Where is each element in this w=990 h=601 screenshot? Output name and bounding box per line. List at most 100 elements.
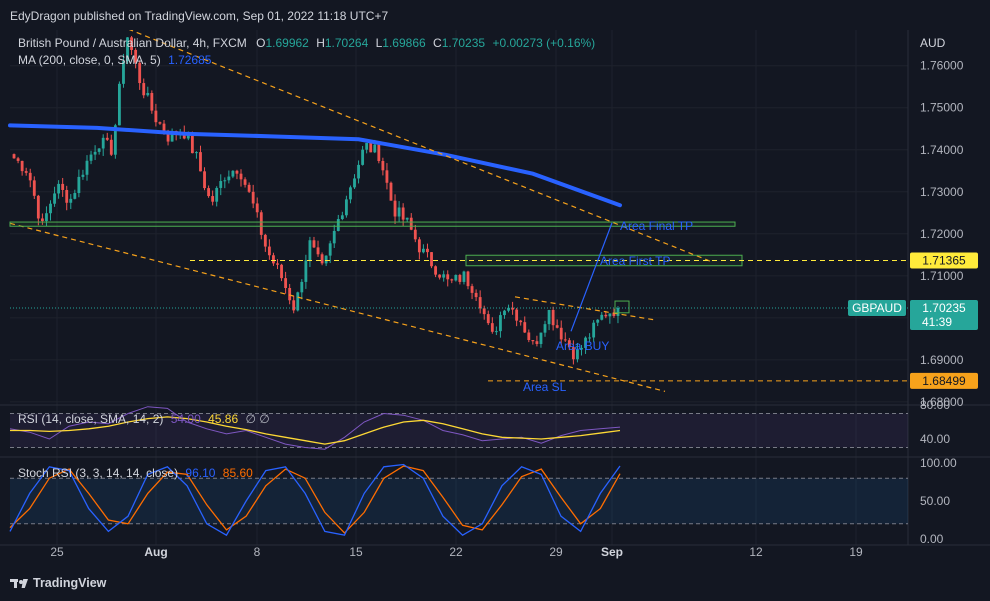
stoch-label: Stoch RSI (3, 3, 14, 14, close) — [18, 466, 179, 480]
candle-body-22 — [101, 137, 105, 149]
candle-body-32 — [142, 83, 146, 96]
price-tick-8: 1.68000 — [920, 395, 964, 409]
candle-body-79 — [332, 230, 336, 244]
high-label: H — [316, 36, 325, 50]
candle-body-139 — [576, 349, 579, 360]
tv-brand-text: TradingView — [33, 576, 107, 590]
sl-label: Area SL — [523, 380, 567, 394]
low-value: 1.69866 — [382, 36, 426, 50]
symbol-badge-bg — [848, 299, 906, 316]
candle-body-31 — [138, 62, 142, 84]
candle-body-133 — [551, 309, 555, 326]
price-tick-3: 1.73000 — [920, 185, 964, 199]
high-value: 1.70264 — [324, 36, 369, 50]
stoch-band-background — [10, 477, 908, 525]
sl-badge-bg — [910, 372, 978, 389]
rsi-tick-1: 40.00 — [920, 432, 950, 446]
price-tick-5: 1.71000 — [920, 269, 964, 283]
candle-body-36 — [158, 122, 162, 124]
time-tick-8: 19 — [849, 545, 863, 559]
first-tp-label: Area First TP — [600, 254, 670, 268]
candle-body-29 — [130, 37, 133, 50]
stoch-legend[interactable]: Stoch RSI (3, 3, 14, 14, close) 96.10 85… — [18, 466, 253, 480]
change-value: +0.00273 (+0.16%) — [492, 36, 596, 50]
trendline-upper — [119, 25, 711, 262]
candle-body-17 — [81, 174, 85, 177]
candle-body-46 — [199, 152, 202, 172]
price-tick-4: 1.72000 — [920, 227, 964, 241]
candle-body-47 — [203, 171, 206, 189]
final-tp-label: Area Final TP — [620, 219, 693, 233]
candle-body-91 — [381, 160, 385, 171]
candlesticks — [12, 35, 620, 365]
candle-body-57 — [243, 179, 247, 185]
candle-body-78 — [328, 243, 332, 256]
countdown-text: 41:39 — [922, 315, 952, 329]
price-axis[interactable]: 1.76000 1.75000 1.74000 1.73000 1.72000 1.710… — [920, 59, 964, 546]
candle-body-59 — [251, 191, 255, 204]
rsi-legend[interactable]: RSI (14, close, SMA, 14, 2) 54.00 45.86 … — [18, 412, 270, 426]
candle-body-33 — [146, 92, 150, 96]
candle-body-72 — [304, 260, 308, 282]
candle-body-53 — [227, 176, 231, 181]
candle-body-111 — [462, 271, 466, 282]
candle-body-70 — [296, 292, 300, 311]
candle-body-140 — [580, 347, 583, 350]
time-tick-7: 12 — [749, 545, 763, 559]
buy-label: Area BUY — [556, 339, 609, 353]
candle-body-104 — [434, 266, 437, 275]
candle-body-103 — [430, 252, 433, 267]
candle-body-3 — [24, 171, 28, 173]
candle-body-11 — [57, 183, 61, 194]
candle-body-24 — [109, 139, 113, 155]
candle-body-138 — [571, 347, 575, 360]
candle-body-30 — [134, 49, 138, 63]
candle-body-129 — [535, 341, 539, 344]
candle-body-112 — [466, 271, 470, 287]
candle-body-2 — [20, 160, 24, 172]
ma200-line — [8, 123, 622, 208]
candle-body-6 — [36, 195, 40, 219]
ma-legend[interactable]: MA (200, close, 0, SMA, 5) 1.72685 — [18, 53, 211, 67]
candle-body-45 — [195, 152, 198, 154]
close-label: C — [433, 36, 442, 50]
candle-body-0 — [12, 154, 16, 159]
candle-body-49 — [211, 196, 215, 202]
rsi-value: 54.00 — [170, 412, 201, 426]
currency-label: AUD — [920, 36, 946, 50]
candle-body-61 — [259, 212, 263, 235]
rsi-band-background — [10, 413, 908, 448]
ma200-line-group — [8, 123, 622, 208]
first-tp-badge-text: 1.71365 — [922, 253, 966, 267]
candle-body-64 — [272, 255, 275, 264]
stoch-lines — [9, 463, 621, 537]
candle-body-88 — [369, 142, 373, 153]
time-tick-6: Sep — [601, 545, 623, 559]
candle-body-116 — [482, 308, 486, 315]
candle-body-148 — [612, 313, 616, 316]
candle-body-137 — [567, 340, 571, 348]
stoch-tick-1: 50.00 — [920, 494, 950, 508]
symbol-legend[interactable]: British Pound / Australian Dollar, 4h, F… — [18, 36, 595, 50]
time-axis[interactable]: 25 Aug 8 15 22 29 Sep 12 19 — [50, 545, 863, 559]
candle-body-92 — [385, 170, 389, 183]
tv-logo-icon — [10, 577, 28, 589]
candle-body-100 — [417, 239, 421, 253]
candle-body-84 — [353, 178, 356, 188]
candle-body-5 — [32, 180, 36, 196]
candle-body-18 — [85, 160, 89, 175]
tradingview-logo[interactable]: TradingView — [10, 576, 106, 590]
close-value: 1.70235 — [441, 36, 486, 50]
candle-body-28 — [126, 37, 129, 62]
price-tick-2: 1.74000 — [920, 143, 964, 157]
time-tick-2: 8 — [254, 545, 261, 559]
price-tick-1: 1.75000 — [920, 101, 964, 115]
candle-body-19 — [89, 154, 93, 161]
candle-body-60 — [255, 203, 259, 213]
candle-body-105 — [438, 274, 442, 278]
candle-body-10 — [53, 193, 56, 204]
candle-body-149 — [616, 307, 620, 316]
candle-body-14 — [69, 198, 73, 203]
